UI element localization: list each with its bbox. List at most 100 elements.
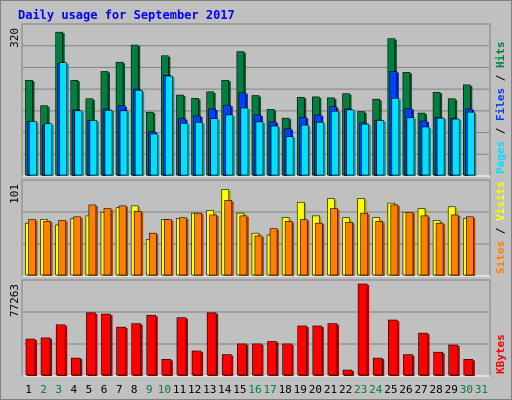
kbytes-bar: [176, 317, 187, 376]
sites-bar: [148, 232, 157, 276]
x-tick-label: 6: [101, 383, 108, 396]
kbytes-bar: [448, 344, 459, 376]
x-tick-label: 26: [399, 383, 412, 396]
sites-bar: [284, 221, 293, 276]
pages-bar: [361, 123, 369, 176]
sites-visits-ylabel-separator: /: [494, 221, 507, 241]
x-tick-label: 1: [25, 383, 32, 396]
pages-bar: [451, 118, 460, 176]
sites-bar: [179, 217, 187, 276]
sites-bar: [375, 221, 384, 276]
kbytes-bar: [327, 323, 338, 376]
chart-title: Daily usage for September 2017: [18, 8, 235, 22]
x-tick-label: 16: [248, 383, 261, 396]
pages-bar: [134, 90, 143, 176]
x-tick-label: 13: [203, 383, 216, 396]
pages-bar: [195, 122, 203, 176]
kbytes-bar: [161, 359, 172, 376]
pages-bar: [255, 121, 264, 176]
x-tick-label: 20: [309, 383, 322, 396]
sites-bar: [420, 215, 429, 276]
x-tick-label: 5: [86, 383, 93, 396]
kbytes-bar: [221, 354, 232, 376]
kbytes-bar: [297, 325, 308, 376]
sites-bar: [224, 200, 233, 276]
x-tick-label: 19: [294, 383, 307, 396]
kbytes-ymax-label: 77263: [8, 284, 21, 317]
sites-bar: [58, 220, 66, 276]
kbytes-bar: [252, 343, 262, 376]
pages-bar: [180, 122, 188, 176]
x-tick-label: 24: [369, 383, 383, 396]
sites-bar: [88, 204, 97, 276]
hits-files-pages-ylabel-hits: Hits: [494, 42, 507, 69]
pages-bar: [29, 121, 37, 176]
pages-bar: [165, 75, 173, 176]
sites-visits-ylabel-sites: Sites: [494, 241, 507, 274]
kbytes-bar: [101, 313, 111, 376]
pages-bar: [89, 120, 98, 176]
sites-bar: [28, 219, 36, 276]
hits-files-pages-ymax-label: 320: [8, 28, 21, 48]
pages-bar: [391, 98, 400, 176]
x-tick-label: 14: [218, 383, 232, 396]
kbytes-bar: [267, 341, 277, 376]
kbytes-bar: [55, 324, 66, 376]
sites-bar: [330, 208, 338, 276]
pages-bar: [74, 110, 83, 176]
sites-bar: [239, 215, 248, 276]
x-tick-label: 27: [414, 383, 427, 396]
kbytes-bar: [131, 323, 141, 376]
hits-files-pages-ylabel: Pages / Files / Hits: [494, 42, 507, 175]
sites-visits-ylabel: Sites / Visits: [494, 181, 507, 274]
x-tick-label: 3: [55, 383, 62, 396]
sites-bar: [299, 219, 308, 276]
x-tick-label: 25: [384, 383, 397, 396]
kbytes-panel: 77263 KBytes: [8, 279, 507, 377]
sites-bar: [209, 214, 217, 276]
x-tick-label: 2: [40, 383, 47, 396]
pages-bar: [225, 114, 234, 176]
hits-files-pages-ylabel-separator: /: [494, 68, 507, 88]
pages-bar: [421, 126, 430, 176]
sites-bar: [345, 221, 353, 276]
sites-bar: [43, 221, 51, 276]
sites-bar: [254, 235, 263, 276]
sites-bar: [315, 222, 323, 276]
x-tick-label: 18: [279, 383, 292, 396]
pages-bar: [119, 110, 128, 176]
pages-bar: [376, 120, 385, 176]
x-tick-label: 4: [71, 383, 78, 396]
kbytes-bar: [191, 350, 202, 376]
kbytes-bar: [342, 369, 353, 376]
sites-bar: [133, 211, 142, 276]
sites-bar: [164, 219, 172, 276]
pages-bar: [467, 111, 475, 176]
x-tick-label: 30: [460, 383, 473, 396]
pages-bar: [300, 124, 309, 176]
sites-bar: [103, 208, 112, 276]
sites-bar: [194, 212, 202, 276]
x-tick-label: 31: [475, 383, 488, 396]
pages-bar: [285, 136, 294, 176]
sites-bar: [466, 216, 474, 276]
sites-visits-ylabel-visits: Visits: [494, 181, 507, 221]
kbytes-bar: [403, 354, 413, 376]
sites-visits-ymax-label: 101: [8, 184, 21, 204]
pages-bar: [406, 117, 415, 176]
hits-files-pages-ylabel-pages: Pages: [494, 141, 507, 174]
pages-bar: [59, 62, 67, 176]
pages-bar: [331, 110, 339, 176]
sites-bar: [390, 204, 399, 276]
pages-bar: [104, 110, 113, 176]
pages-bar: [346, 109, 354, 176]
sites-bar: [435, 222, 444, 276]
kbytes-bar: [86, 312, 96, 376]
kbytes-ylabel: KBytes: [494, 334, 507, 374]
sites-bar: [360, 212, 368, 276]
x-tick-label: 8: [131, 383, 138, 396]
x-tick-label: 17: [263, 383, 276, 396]
pages-bar: [210, 118, 218, 176]
pages-bar: [149, 133, 158, 176]
